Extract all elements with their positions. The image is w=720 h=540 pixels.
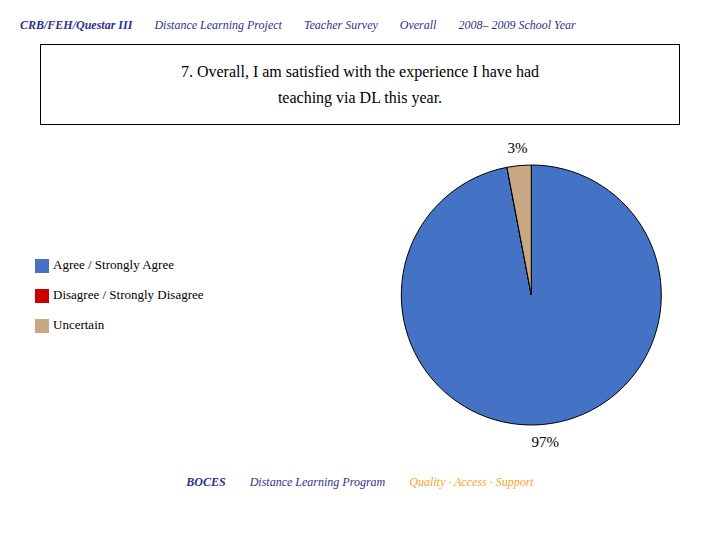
html-text:Distance Learning Program: Distance Learning Program [249, 475, 386, 490]
html-text:CRB/FEH/Questar III: CRB/FEH/Questar III [20, 17, 133, 32]
html-text:7. Overall, I am satisfied wit: 7. Overall, I am satisfied with the expe… [181, 63, 539, 80]
html-text:Disagree / Strongly Disagree: Disagree / Strongly Disagree [53, 287, 204, 303]
html-text:Quality · Access · Support: Quality · Access · Support [409, 475, 534, 490]
html-text:Agree / Strongly Agree: Agree / Strongly Agree [53, 257, 174, 273]
html-text:Teacher Survey: Teacher Survey [303, 17, 378, 32]
html-text:teaching via DL this year.: teaching via DL this year. [277, 88, 443, 106]
html-text:2008– 2009 School Year: 2008– 2009 School Year [458, 17, 576, 32]
svg-text:3%: 3% [507, 140, 527, 156]
html-text:BOCES: BOCES [186, 475, 226, 490]
html-text:Uncertain: Uncertain [53, 317, 105, 333]
svg-text:97%: 97% [531, 435, 559, 451]
html-text:Overall: Overall [399, 17, 437, 32]
html-text:Distance Learning Project: Distance Learning Project [154, 17, 282, 32]
